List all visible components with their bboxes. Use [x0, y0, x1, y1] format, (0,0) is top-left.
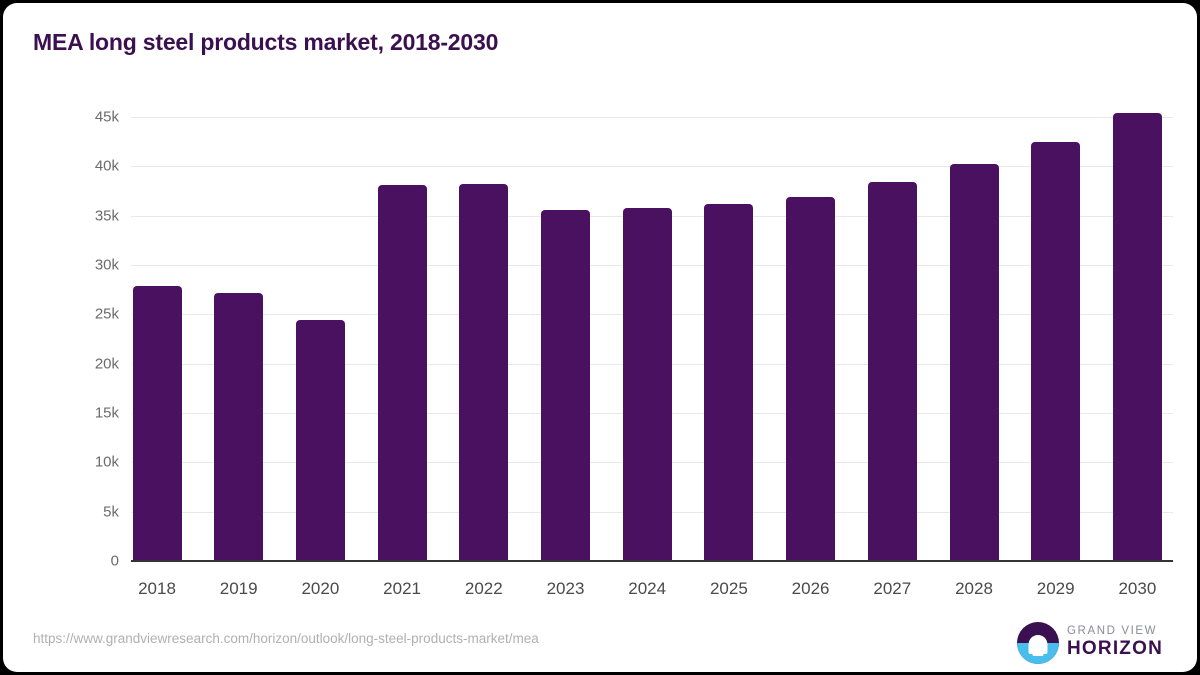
bar[interactable] [704, 203, 754, 561]
logo-line-upper [1029, 648, 1047, 651]
y-axis-tick-label: 30k [94, 256, 119, 274]
y-axis-tick-label: 10k [94, 453, 119, 471]
y-axis-tick-label: 5k [103, 503, 119, 521]
x-axis-tick-label: 2025 [709, 579, 748, 598]
y-axis-tick-label: 35k [94, 207, 119, 225]
bar[interactable] [214, 292, 264, 561]
page-title: MEA long steel products market, 2018-203… [33, 29, 499, 55]
x-axis-tick-label: 2026 [791, 579, 830, 598]
logo-sun-dome [1028, 635, 1048, 655]
bar[interactable] [132, 285, 182, 561]
x-axis-line [131, 560, 1173, 562]
source-url[interactable]: https://www.grandviewresearch.com/horizo… [33, 631, 539, 646]
plot-area [131, 113, 1173, 562]
x-axis-tick-label: 2027 [873, 579, 912, 598]
x-axis-tick-label: 2023 [546, 579, 585, 598]
y-axis-tick-label: 45k [94, 108, 119, 126]
bar[interactable] [295, 320, 345, 561]
x-axis-tick-label: 2024 [628, 579, 667, 598]
brand-name-bottom: HORIZON [1067, 638, 1164, 659]
y-axis-tick-label: 15k [94, 404, 119, 422]
y-axis-tick-label: 25k [94, 305, 119, 323]
y-axis-title: Market Size (US$M) [3, 265, 4, 409]
x-axis-tick-label: 2021 [383, 579, 421, 598]
gridline [131, 166, 1173, 168]
grand-view-horizon-logo-icon [1017, 622, 1059, 664]
x-axis-tick-label: 2029 [1036, 579, 1075, 598]
brand-logo: GRAND VIEW HORIZON [1017, 620, 1172, 666]
bar[interactable] [786, 196, 836, 561]
brand-wordmark: GRAND VIEW HORIZON [1067, 624, 1163, 660]
brand-name-top: GRAND VIEW [1067, 625, 1158, 637]
x-axis-tick-label: 2020 [301, 579, 340, 598]
bar[interactable] [622, 207, 672, 561]
y-axis-tick-label: 0 [110, 552, 119, 570]
gridline [131, 117, 1173, 118]
bar[interactable] [459, 184, 509, 561]
bar[interactable] [1031, 141, 1081, 561]
logo-line-lower [1032, 653, 1044, 656]
x-axis-tick-label: 2028 [955, 579, 993, 598]
x-axis-tick-label: 2022 [464, 579, 503, 598]
bar[interactable] [1112, 113, 1162, 561]
bar[interactable] [377, 185, 427, 561]
bar[interactable] [949, 164, 999, 561]
bar[interactable] [541, 209, 590, 561]
y-axis-tick-label: 20k [94, 355, 119, 373]
bar[interactable] [867, 182, 917, 561]
x-axis-tick-label: 2030 [1118, 579, 1157, 598]
x-axis-tick-label: 2018 [138, 579, 176, 598]
y-axis-tick-label: 40k [94, 157, 119, 175]
chart-card: MEA long steel products market, 2018-203… [3, 3, 1197, 672]
x-axis-tick-label: 2019 [219, 579, 258, 598]
